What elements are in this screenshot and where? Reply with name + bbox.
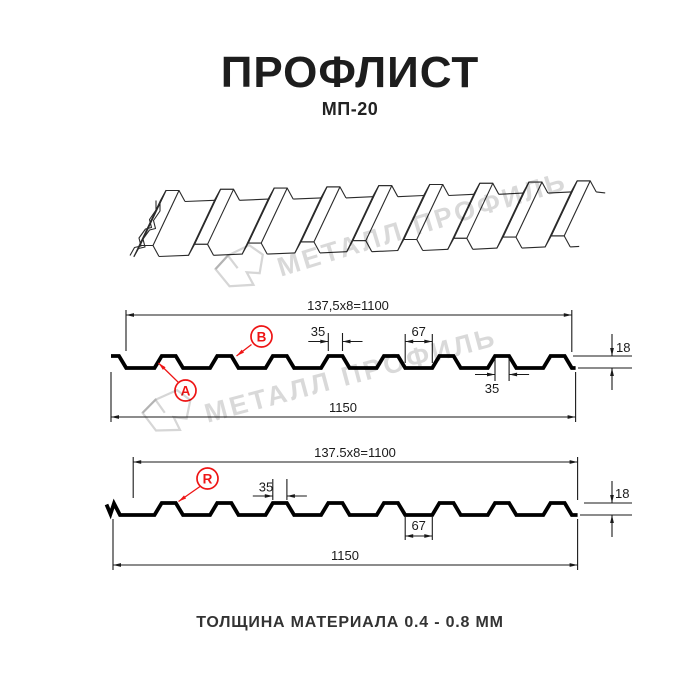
page-subtitle: МП-20 — [321, 99, 379, 119]
dim-pitch-top: 137,5x8=1100 — [307, 298, 389, 313]
marker-a-label: A — [181, 383, 191, 398]
dim-width-top: 1150 — [329, 400, 357, 415]
dim-width-bottom: 1150 — [331, 548, 359, 563]
dim-rib-top: 35 — [311, 324, 325, 339]
marker-b-label: B — [257, 329, 267, 344]
drawing-geometry — [104, 180, 632, 570]
page-title: ПРОФЛИСТ — [220, 48, 480, 97]
dim-rib-top-2: 35 — [485, 381, 499, 396]
dim-height-top: 18 — [616, 340, 630, 355]
dim-rib-bottom: 35 — [259, 480, 273, 495]
dim-height-bottom: 18 — [615, 486, 629, 501]
dim-pitch-bottom: 137.5x8=1100 — [314, 445, 396, 460]
material-thickness-note: ТОЛЩИНА МАТЕРИАЛА 0.4 - 0.8 ММ — [196, 614, 504, 631]
marker-r-label: R — [203, 471, 213, 486]
dim-valley-top: 67 — [411, 324, 425, 339]
dim-valley-bottom: 67 — [411, 518, 425, 533]
